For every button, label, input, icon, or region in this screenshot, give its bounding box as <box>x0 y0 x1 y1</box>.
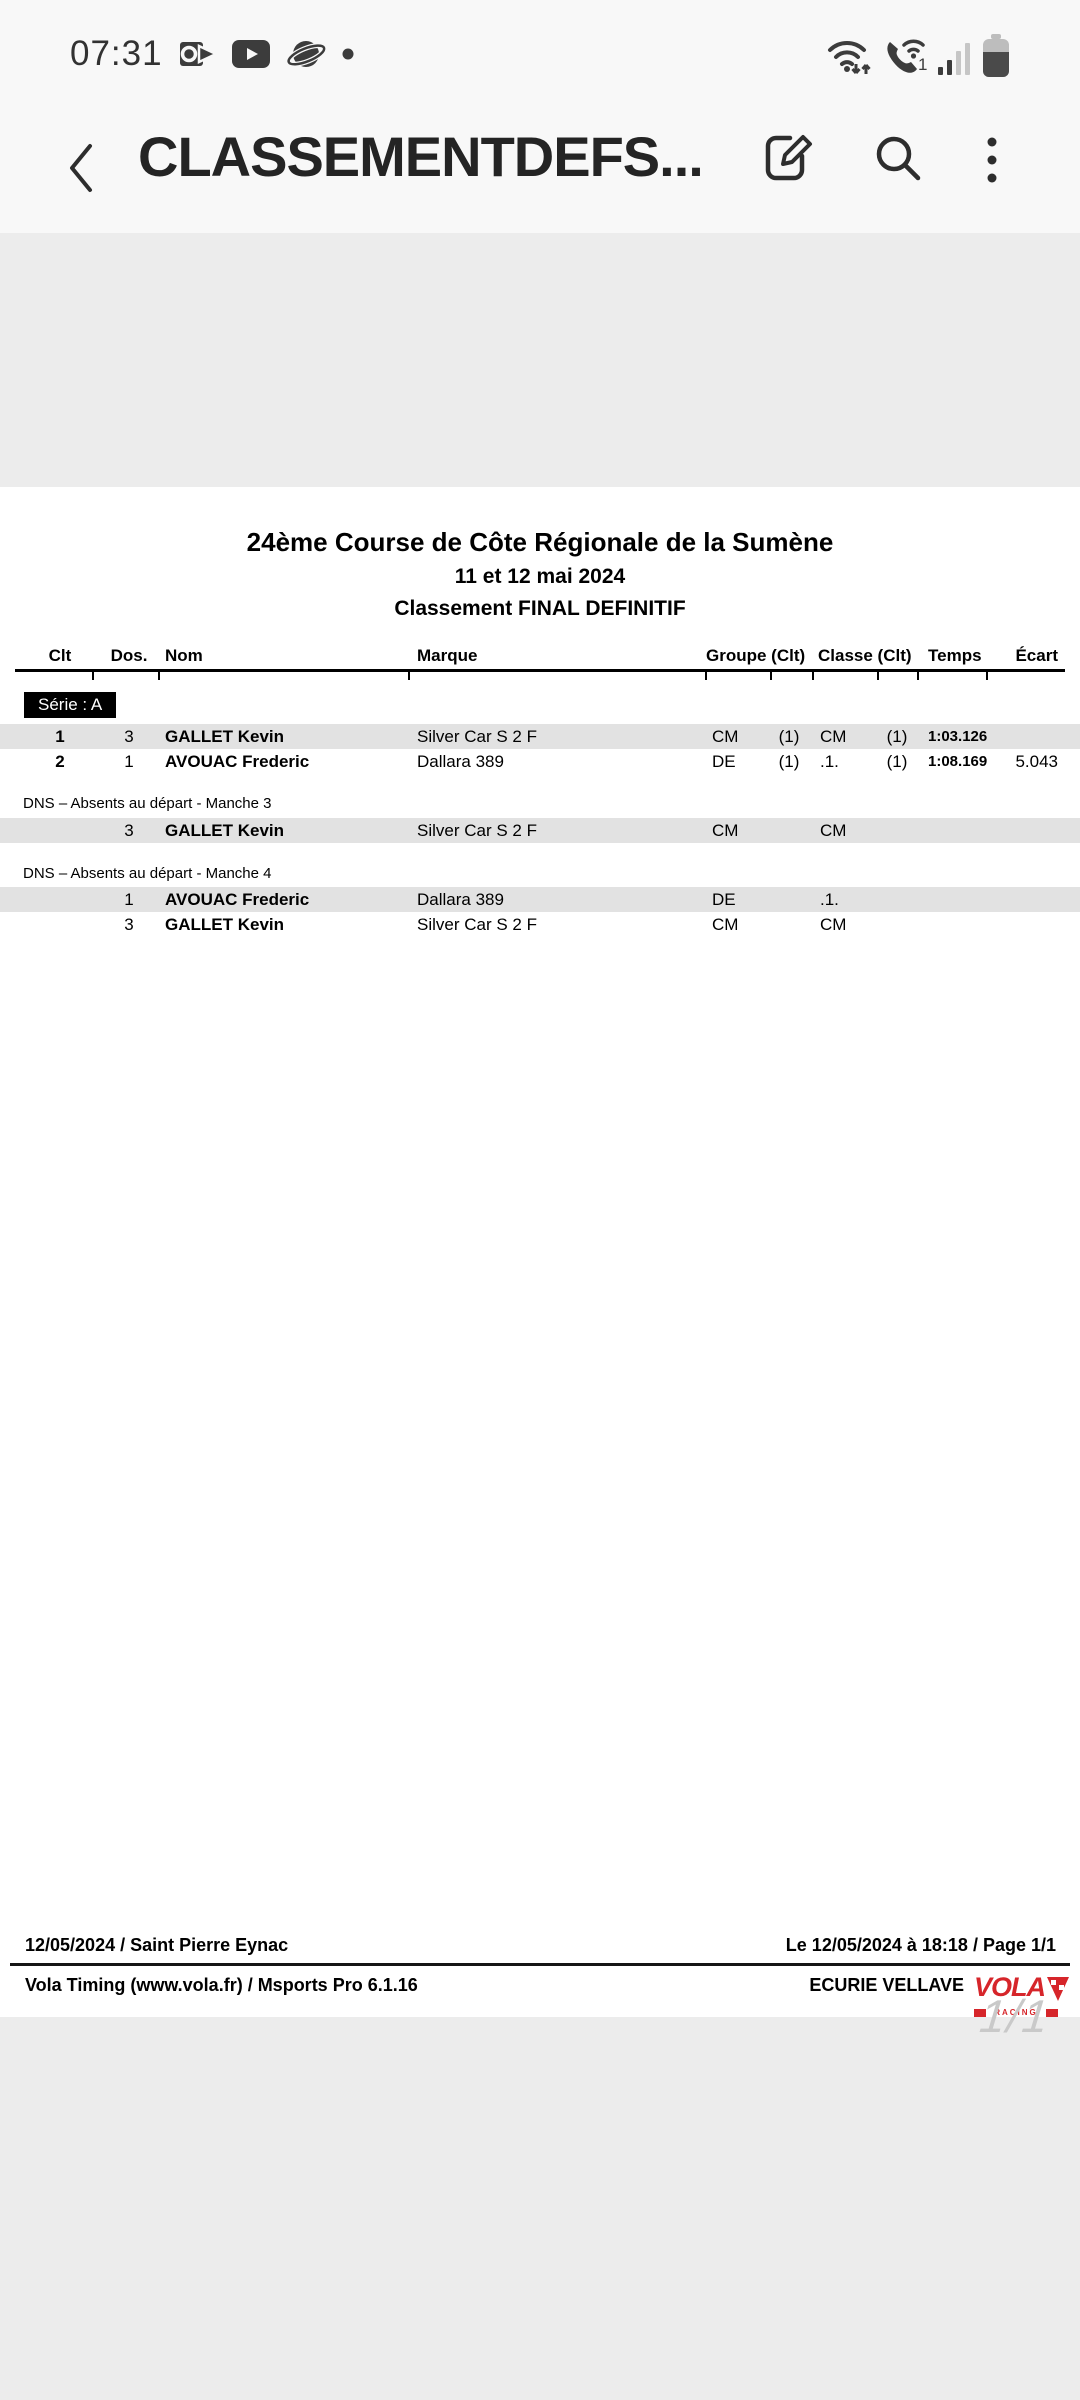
top-bar: 07:31 <box>0 0 1080 233</box>
cell-classe: .1. <box>820 890 839 909</box>
cell-classe: .1. <box>820 752 839 771</box>
vola-racing-text: RACING <box>974 2009 1058 2017</box>
page-indicator-watermark: 1/1 <box>977 1990 1053 2042</box>
cell-classe: CM <box>820 727 847 746</box>
cell-groupe: CM <box>712 727 739 746</box>
notification-dot <box>341 47 355 61</box>
cell-marque: Silver Car S 2 F <box>417 915 537 934</box>
search-button[interactable] <box>868 128 928 193</box>
column-divider <box>812 672 814 680</box>
column-divider <box>877 672 879 680</box>
cell-temps: 1:08.169 <box>928 753 988 770</box>
serie-badge: Série : A <box>24 692 117 718</box>
youtube-icon <box>231 39 271 69</box>
cell-groupe: DE <box>712 890 736 909</box>
overflow-menu-button[interactable] <box>972 130 1012 195</box>
header-temps: Temps <box>928 646 982 665</box>
cell-groupe: DE <box>712 752 736 771</box>
cell-groupe-clt: (1) <box>778 727 800 746</box>
status-bar-left: 07:31 <box>70 30 355 78</box>
cell-groupe-clt: (1) <box>778 752 800 771</box>
header-clt: Clt <box>48 646 72 665</box>
footer-date-place: 12/05/2024 / Saint Pierre Eynac <box>25 1935 289 1955</box>
pdf-page[interactable]: 24ème Course de Côte Régionale de la Sum… <box>0 487 1080 2042</box>
signal-bars-icon <box>938 38 972 78</box>
column-divider <box>92 672 94 680</box>
cell-dos: 3 <box>124 727 134 746</box>
table-row: 3 GALLET Kevin Silver Car S 2 F CM CM <box>0 818 1080 843</box>
navigation-bar <box>0 2256 1080 2400</box>
cell-classe-clt: (1) <box>886 752 908 771</box>
vola-flag-icon <box>1045 1975 1071 2008</box>
cell-marque: Dallara 389 <box>417 890 504 909</box>
cell-clt: 1 <box>55 727 65 746</box>
cell-marque: Silver Car S 2 F <box>417 727 537 746</box>
cell-dos: 1 <box>124 890 134 909</box>
column-divider <box>986 672 988 680</box>
cell-nom: GALLET Kevin <box>165 821 285 840</box>
footer-line2: Vola Timing (www.vola.fr) / Msports Pro … <box>0 1972 1080 2017</box>
column-divider <box>408 672 410 680</box>
cell-dos: 3 <box>124 821 134 840</box>
header-ecart: Écart <box>1015 646 1058 665</box>
header-underline <box>15 669 1065 672</box>
header-dos: Dos. <box>110 646 148 665</box>
table-row: 1 AVOUAC Frederic Dallara 389 DE .1. <box>0 887 1080 912</box>
column-divider <box>705 672 707 680</box>
cell-classe: CM <box>820 915 847 934</box>
vola-logo-text: VOLA <box>974 1972 1046 2002</box>
vola-logo: VOLA RACING <box>974 1972 1070 2017</box>
column-divider <box>917 672 919 680</box>
header-marque: Marque <box>417 646 478 665</box>
cell-dos: 1 <box>124 752 134 771</box>
outlook-icon <box>177 36 217 72</box>
footer-line1: 12/05/2024 / Saint Pierre Eynac Le 12/05… <box>0 1935 1080 1959</box>
clock: 07:31 <box>70 34 163 73</box>
footer-rule <box>10 1963 1070 1966</box>
footer-software: Vola Timing (www.vola.fr) / Msports Pro … <box>25 1975 418 1995</box>
column-divider <box>770 672 772 680</box>
header-classe: Classe (Clt) <box>818 646 912 665</box>
table-row: 3 GALLET Kevin Silver Car S 2 F CM CM <box>0 912 1080 937</box>
cell-classe-clt: (1) <box>886 727 908 746</box>
dns-section-label: DNS – Absents au départ - Manche 4 <box>23 865 272 882</box>
cell-nom: AVOUAC Frederic <box>165 752 310 771</box>
event-title: 24ème Course de Côte Régionale de la Sum… <box>246 527 834 557</box>
edit-button[interactable] <box>758 128 818 193</box>
column-divider <box>158 672 160 680</box>
header-groupe: Groupe (Clt) <box>706 646 806 665</box>
cell-marque: Silver Car S 2 F <box>417 821 537 840</box>
cell-groupe: CM <box>712 821 739 840</box>
cell-nom: GALLET Kevin <box>165 915 285 934</box>
cell-nom: AVOUAC Frederic <box>165 890 310 909</box>
cell-nom: GALLET Kevin <box>165 727 285 746</box>
footer-print-info: Le 12/05/2024 à 18:18 / Page 1/1 <box>785 1935 1056 1955</box>
table-row: 2 1 AVOUAC Frederic Dallara 389 DE (1) .… <box>0 749 1080 774</box>
document-title-bar: CLASSEMENTDEFS... <box>138 125 704 188</box>
header-nom: Nom <box>165 646 203 665</box>
back-button[interactable] <box>56 136 108 205</box>
cell-dos: 3 <box>124 915 134 934</box>
status-bar-right: 1 <box>826 30 1010 78</box>
wifi-arrows-icon <box>826 34 872 78</box>
battery-icon <box>982 34 1010 78</box>
cell-classe: CM <box>820 821 847 840</box>
footer-club: ECURIE VELLAVE <box>809 1975 964 1995</box>
wifi-calling-icon: 1 <box>882 34 928 78</box>
cell-clt: 2 <box>55 752 65 771</box>
cell-temps: 1:03.126 <box>928 728 988 745</box>
svg-text:1: 1 <box>918 55 927 74</box>
cell-marque: Dallara 389 <box>417 752 504 771</box>
classification-heading: Classement FINAL DEFINITIF <box>394 597 686 620</box>
cell-ecart <box>958 724 1058 749</box>
table-header-row: Clt Dos. Nom Marque Groupe (Clt) Classe … <box>0 643 1080 669</box>
browser-planet-icon <box>285 36 327 72</box>
dns-section-label: DNS – Absents au départ - Manche 3 <box>23 795 272 812</box>
table-row: 1 3 GALLET Kevin Silver Car S 2 F CM (1)… <box>0 724 1080 749</box>
cell-groupe: CM <box>712 915 739 934</box>
event-dates: 11 et 12 mai 2024 <box>454 565 626 588</box>
cell-ecart: 5.043 <box>1015 752 1058 771</box>
